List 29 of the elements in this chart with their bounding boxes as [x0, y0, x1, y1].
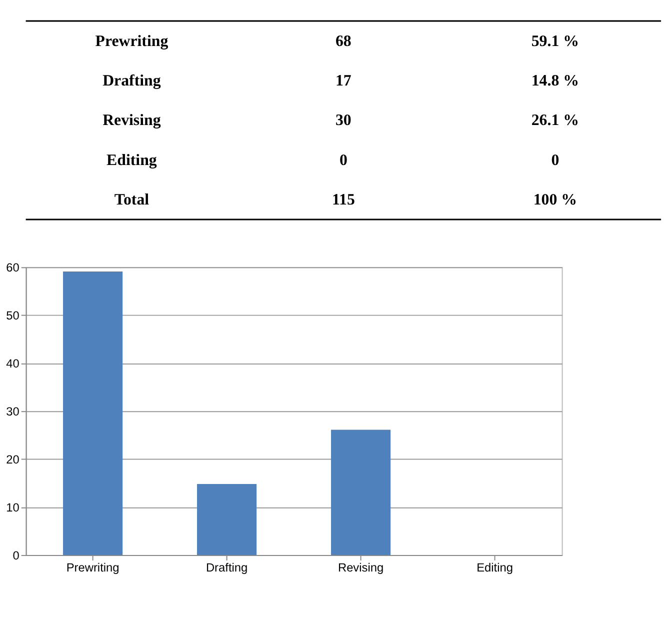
data-label: 0	[339, 152, 348, 169]
x-tick-label: Prewriting	[66, 560, 120, 574]
y-tick-label: 10	[6, 500, 20, 515]
x-tick-label: Drafting	[206, 560, 248, 574]
bar	[197, 484, 257, 556]
category-label: Revising	[102, 112, 161, 130]
data-label: 100 %	[533, 192, 577, 209]
data-label: 30	[335, 112, 352, 130]
bar	[63, 271, 123, 556]
y-tick-label: 30	[6, 404, 20, 419]
category-label: Editing	[106, 152, 157, 169]
data-label: 26.1 %	[531, 112, 579, 130]
data-label: 68	[335, 32, 352, 50]
data-label: 14.8 %	[531, 72, 579, 90]
data-label: 59.1 %	[531, 32, 579, 50]
category-label: Drafting	[102, 72, 161, 90]
x-tick-label: Editing	[476, 560, 513, 574]
category-label: Total	[114, 192, 150, 209]
bar	[331, 430, 391, 556]
y-tick-label: 40	[6, 356, 20, 371]
y-tick-label: 50	[6, 308, 20, 323]
y-tick-label: 60	[6, 260, 20, 275]
data-label: 0	[551, 152, 560, 169]
data-label: 115	[332, 192, 355, 209]
y-tick-label: 20	[6, 452, 20, 467]
category-label: Prewriting	[95, 32, 168, 50]
x-tick-label: Revising	[338, 560, 384, 574]
y-tick-label: 0	[12, 548, 20, 562]
data-label: 17	[335, 72, 352, 90]
